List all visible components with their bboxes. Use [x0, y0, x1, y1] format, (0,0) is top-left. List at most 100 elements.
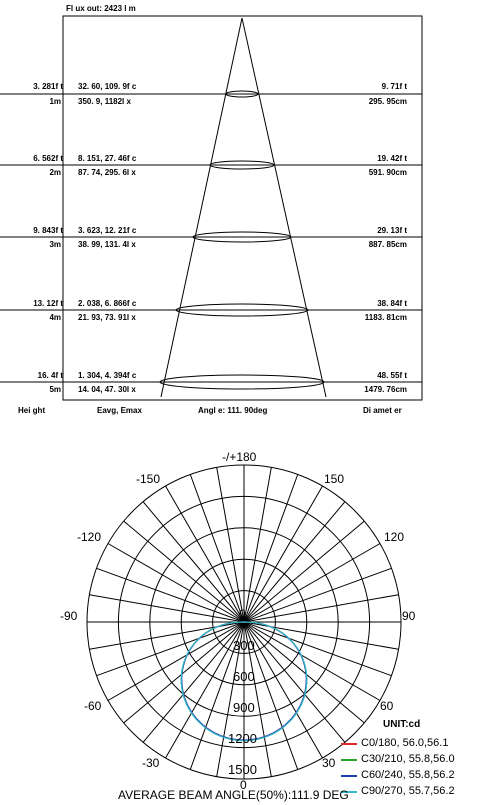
polar-spoke: [89, 594, 245, 623]
cone-frame: [62, 15, 423, 401]
row-5-diameter-cm: 1479. 76cm: [364, 385, 407, 394]
polar-angle-label-0: 0: [240, 778, 247, 792]
beam-ellipse-3m: [192, 231, 292, 243]
row-4-height-ft: 13. 12f t: [33, 299, 63, 308]
beam-angle-label: Angl e: 111. 90deg: [198, 406, 268, 415]
polar-spoke: [243, 621, 299, 770]
polar-spoke: [243, 594, 399, 623]
radial-label-1200: 1200: [228, 731, 257, 746]
polar-angle-label-neg30: -30: [142, 756, 160, 770]
radial-label-900: 900: [233, 700, 255, 715]
row-5-height-m: 5m: [49, 385, 61, 394]
row-5-diameter-ft: 48. 55f t: [377, 371, 407, 380]
polar-spoke: [243, 520, 365, 623]
radial-label-600: 600: [233, 669, 255, 684]
polar-spoke: [96, 567, 245, 623]
legend-label-c60: C60/240, 55.8,56.2: [361, 769, 455, 781]
row-1-diameter-ft: 9. 71f t: [381, 82, 407, 91]
polar-spoke: [243, 621, 272, 777]
row-2-diameter-ft: 19. 42f t: [377, 154, 407, 163]
polar-spoke: [243, 567, 392, 623]
row-2-lux: 87. 74, 295. 6l x: [78, 168, 136, 177]
row-2-height-m: 2m: [49, 168, 61, 177]
polar-spoke: [123, 621, 245, 724]
legend-swatch-c60: [341, 775, 357, 777]
polar-angle-label-150: 150: [324, 472, 345, 486]
radial-label-1500: 1500: [228, 762, 257, 777]
polar-spoke: [107, 621, 245, 701]
row-3-diameter-ft: 29. 13f t: [377, 226, 407, 235]
beam-ellipse-1m: [225, 90, 259, 98]
row-3-lux: 38. 99, 131. 4l x: [78, 240, 136, 249]
polar-spoke: [123, 520, 245, 623]
polar-center-zero: 0: [239, 607, 246, 621]
cone-left-edge: [160, 17, 243, 398]
row-5-height-ft: 16. 4f t: [37, 371, 63, 380]
row-1-diameter-cm: 295. 95cm: [368, 97, 407, 106]
beam-ellipse-4m: [175, 303, 309, 317]
unit-label: UNIT:cd: [383, 719, 421, 730]
legend-swatch-c90: [341, 791, 357, 793]
polar-spoke: [243, 543, 381, 623]
polar-spoke: [142, 621, 245, 743]
polar-spoke: [243, 501, 346, 623]
polar-spoke: [243, 621, 323, 759]
polar-angle-label-neg150: -150: [136, 472, 161, 486]
legend-label-c30: C30/210, 55.8,56.0: [361, 753, 455, 765]
beam-ellipse-5m: [159, 374, 325, 390]
polar-spoke: [142, 501, 245, 623]
row-4-diameter-cm: 1183. 81cm: [364, 313, 407, 322]
polar-angle-label-60: 60: [380, 699, 394, 713]
polar-spoke: [243, 621, 381, 701]
polar-angle-label-30: 30: [322, 756, 336, 770]
diameter-column-label: Di amet er: [363, 406, 402, 415]
legend-swatch-c0: [341, 743, 357, 745]
row-4-height-m: 4m: [49, 313, 61, 322]
row-3-diameter-cm: 887. 85cm: [368, 240, 407, 249]
radial-label-300: 300: [233, 638, 255, 653]
average-beam-angle: AVERAGE BEAM ANGLE(50%):111.9 DEG: [118, 788, 349, 802]
polar-spoke: [216, 467, 245, 623]
row-5-lux: 14. 04, 47. 30l x: [78, 385, 136, 394]
polar-angle-label-neg120: -120: [77, 530, 102, 544]
polar-angle-label-120: 120: [384, 530, 405, 544]
polar-angle-label-90: 90: [402, 609, 416, 623]
row-3-fc: 3. 623, 12. 21f c: [78, 226, 137, 235]
illuminance-cone-diagram: [0, 15, 423, 401]
polar-spoke: [165, 485, 245, 623]
polar-spoke: [243, 467, 272, 623]
polar-angle-label-neg90: -90: [60, 609, 78, 623]
polar-spoke: [243, 485, 323, 623]
polar-spoke: [243, 621, 392, 677]
polar-spoke: [243, 621, 346, 743]
height-column-label: Hei ght: [18, 406, 46, 415]
flux-out-label: Fl ux out: 2423 l m: [66, 4, 136, 13]
row-5-fc: 1. 304, 4. 394f c: [78, 371, 137, 380]
row-1-fc: 32. 60, 109. 9f c: [78, 82, 137, 91]
polar-spoke: [96, 621, 245, 677]
eavg-emax-column-label: Eavg, Emax: [97, 406, 142, 415]
row-1-height-m: 1m: [49, 97, 61, 106]
row-2-height-ft: 6. 562f t: [33, 154, 63, 163]
legend-label-c90: C90/270, 55.7,56.2: [361, 785, 455, 797]
row-3-height-m: 3m: [49, 240, 61, 249]
beam-ellipse-2m: [209, 160, 275, 170]
row-1-lux: 350. 9, 1182l x: [78, 97, 131, 106]
row-2-diameter-cm: 591. 90cm: [368, 168, 407, 177]
polar-candela-diagram: [86, 464, 402, 780]
row-4-diameter-ft: 38. 84f t: [377, 299, 407, 308]
polar-spoke: [243, 621, 365, 724]
polar-spoke: [189, 621, 245, 770]
polar-spoke: [243, 474, 299, 623]
candela-curve-3: [180, 621, 308, 742]
row-1-height-ft: 3. 281f t: [33, 82, 63, 91]
polar-spoke: [189, 474, 245, 623]
polar-spoke: [216, 621, 245, 777]
row-4-lux: 21. 93, 73. 91l x: [78, 313, 136, 322]
row-4-fc: 2. 038, 6. 866f c: [78, 299, 137, 308]
polar-angle-label-180: -/+180: [222, 450, 257, 464]
polar-spoke: [165, 621, 245, 759]
legend-label-c0: C0/180, 56.0,56.1: [361, 737, 449, 749]
legend-swatch-c30: [341, 759, 357, 761]
cone-right-edge: [241, 17, 327, 398]
